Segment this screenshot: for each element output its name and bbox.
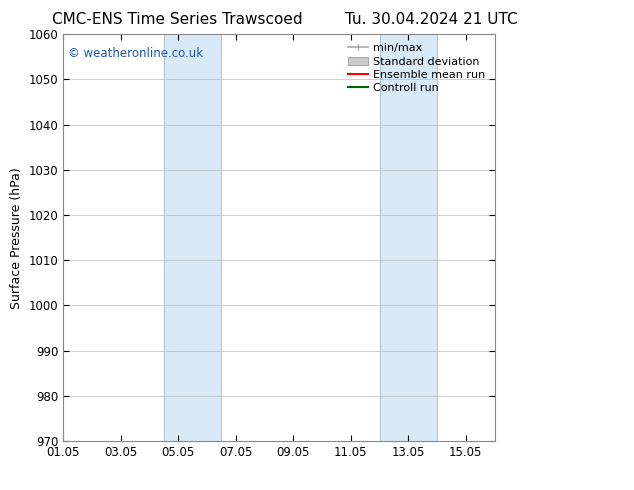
Text: © weatheronline.co.uk: © weatheronline.co.uk [68,47,203,59]
Y-axis label: Surface Pressure (hPa): Surface Pressure (hPa) [10,167,23,309]
Legend: min/max, Standard deviation, Ensemble mean run, Controll run: min/max, Standard deviation, Ensemble me… [344,40,489,97]
Bar [164,34,221,441]
Text: CMC-ENS Time Series Trawscoed: CMC-ENS Time Series Trawscoed [52,12,303,27]
Bar [380,34,437,441]
Text: Tu. 30.04.2024 21 UTC: Tu. 30.04.2024 21 UTC [345,12,517,27]
